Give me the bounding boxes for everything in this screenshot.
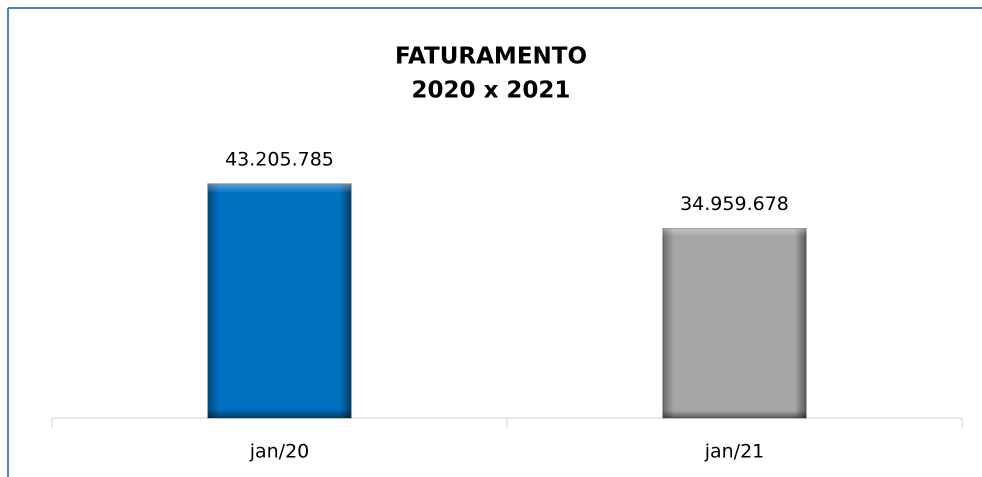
data-label: 34.959.678 xyxy=(680,193,789,215)
x-tick-label: jan/20 xyxy=(249,441,310,463)
bar xyxy=(207,183,352,419)
chart-title: 2020 x 2021 xyxy=(412,78,571,104)
bar xyxy=(662,228,807,419)
chart-title: FATURAMENTO xyxy=(395,44,587,70)
data-label: 43.205.785 xyxy=(225,148,334,170)
x-tick-label: jan/21 xyxy=(704,441,765,463)
